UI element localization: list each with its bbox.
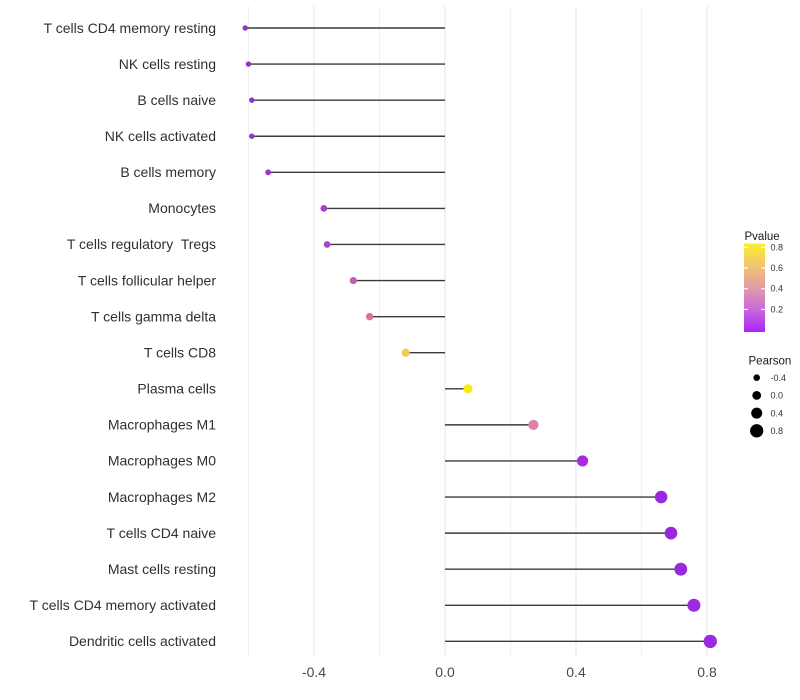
y-axis-label: T cells gamma delta bbox=[91, 308, 216, 324]
y-axis-label: T cells CD4 memory resting bbox=[44, 20, 216, 36]
pearson-legend-dot bbox=[750, 424, 764, 438]
pvalue-tick-label: 0.6 bbox=[771, 263, 784, 273]
pvalue-tick-label: 0.4 bbox=[771, 284, 784, 294]
pvalue-legend-title: Pvalue bbox=[745, 231, 780, 243]
pvalue-colorbar bbox=[744, 243, 765, 332]
y-axis-label: Plasma cells bbox=[137, 381, 216, 397]
y-axis-label: Macrophages M1 bbox=[108, 417, 216, 433]
y-axis-label: Dendritic cells activated bbox=[69, 633, 216, 649]
y-axis-label: B cells memory bbox=[120, 164, 216, 180]
y-axis-label: T cells CD8 bbox=[144, 344, 216, 360]
y-axis-label: T cells CD4 naive bbox=[107, 525, 217, 541]
lollipop-stems bbox=[245, 27, 711, 643]
y-axis-label: NK cells activated bbox=[105, 128, 216, 144]
lollipop-dot bbox=[249, 133, 255, 139]
lollipop-dot bbox=[664, 526, 678, 540]
lollipop-dot bbox=[320, 205, 328, 212]
y-axis-label: T cells regulatory Tregs bbox=[67, 236, 216, 252]
lollipop-dot bbox=[365, 312, 374, 321]
x-tick-label: 0.8 bbox=[697, 664, 717, 680]
gridlines bbox=[248, 6, 708, 657]
lollipop-dot bbox=[576, 455, 589, 467]
pearson-legend-label: 0.4 bbox=[771, 408, 784, 418]
y-axis-labels: T cells CD4 memory resting NK cells resti… bbox=[30, 20, 217, 649]
lollipop-dots bbox=[242, 25, 717, 649]
pvalue-tick-label: 0.2 bbox=[771, 304, 784, 314]
lollipop-dot bbox=[654, 490, 668, 504]
pearson-legend-label: -0.4 bbox=[771, 373, 787, 383]
x-axis-labels: -0.4 0.0 0.4 0.8 bbox=[302, 664, 717, 680]
y-axis-label: T cells follicular helper bbox=[78, 272, 217, 288]
lollipop-dot bbox=[528, 419, 539, 431]
y-axis-label: Monocytes bbox=[148, 200, 216, 216]
lollipop-dot bbox=[674, 562, 688, 576]
pearson-legend: Pearson -0.4 0.0 0.4 0.8 bbox=[749, 356, 792, 438]
lollipop-dot bbox=[401, 348, 410, 357]
y-axis-label: B cells naive bbox=[137, 92, 216, 108]
pearson-legend-label: 0.0 bbox=[771, 391, 784, 401]
pearson-legend-dot bbox=[751, 407, 763, 419]
x-tick-label: 0.0 bbox=[435, 664, 455, 680]
pvalue-tick-label: 0.8 bbox=[771, 242, 784, 252]
lollipop-dot bbox=[463, 384, 473, 394]
pearson-legend-title: Pearson bbox=[749, 356, 792, 368]
y-axis-label: Mast cells resting bbox=[108, 561, 216, 577]
lollipop-dot bbox=[242, 25, 248, 31]
lollipop-dot bbox=[265, 169, 272, 176]
lollipop-dot bbox=[323, 241, 331, 248]
lollipop-dot bbox=[349, 276, 357, 285]
y-axis-label: Macrophages M2 bbox=[108, 489, 216, 505]
pearson-legend-label: 0.8 bbox=[771, 426, 784, 436]
y-axis-label: NK cells resting bbox=[119, 56, 216, 72]
lollipop-dot bbox=[703, 634, 717, 649]
x-tick-label: 0.4 bbox=[566, 664, 586, 680]
lollipop-dot bbox=[245, 61, 252, 67]
pearson-legend-dot bbox=[753, 374, 760, 381]
y-axis-label: T cells CD4 memory activated bbox=[30, 597, 216, 613]
pearson-legend-dot bbox=[752, 391, 762, 400]
y-axis-label: Macrophages M0 bbox=[108, 453, 216, 469]
x-tick-label: -0.4 bbox=[302, 664, 326, 680]
lollipop-dot bbox=[687, 598, 701, 612]
lollipop-dot bbox=[249, 97, 255, 103]
